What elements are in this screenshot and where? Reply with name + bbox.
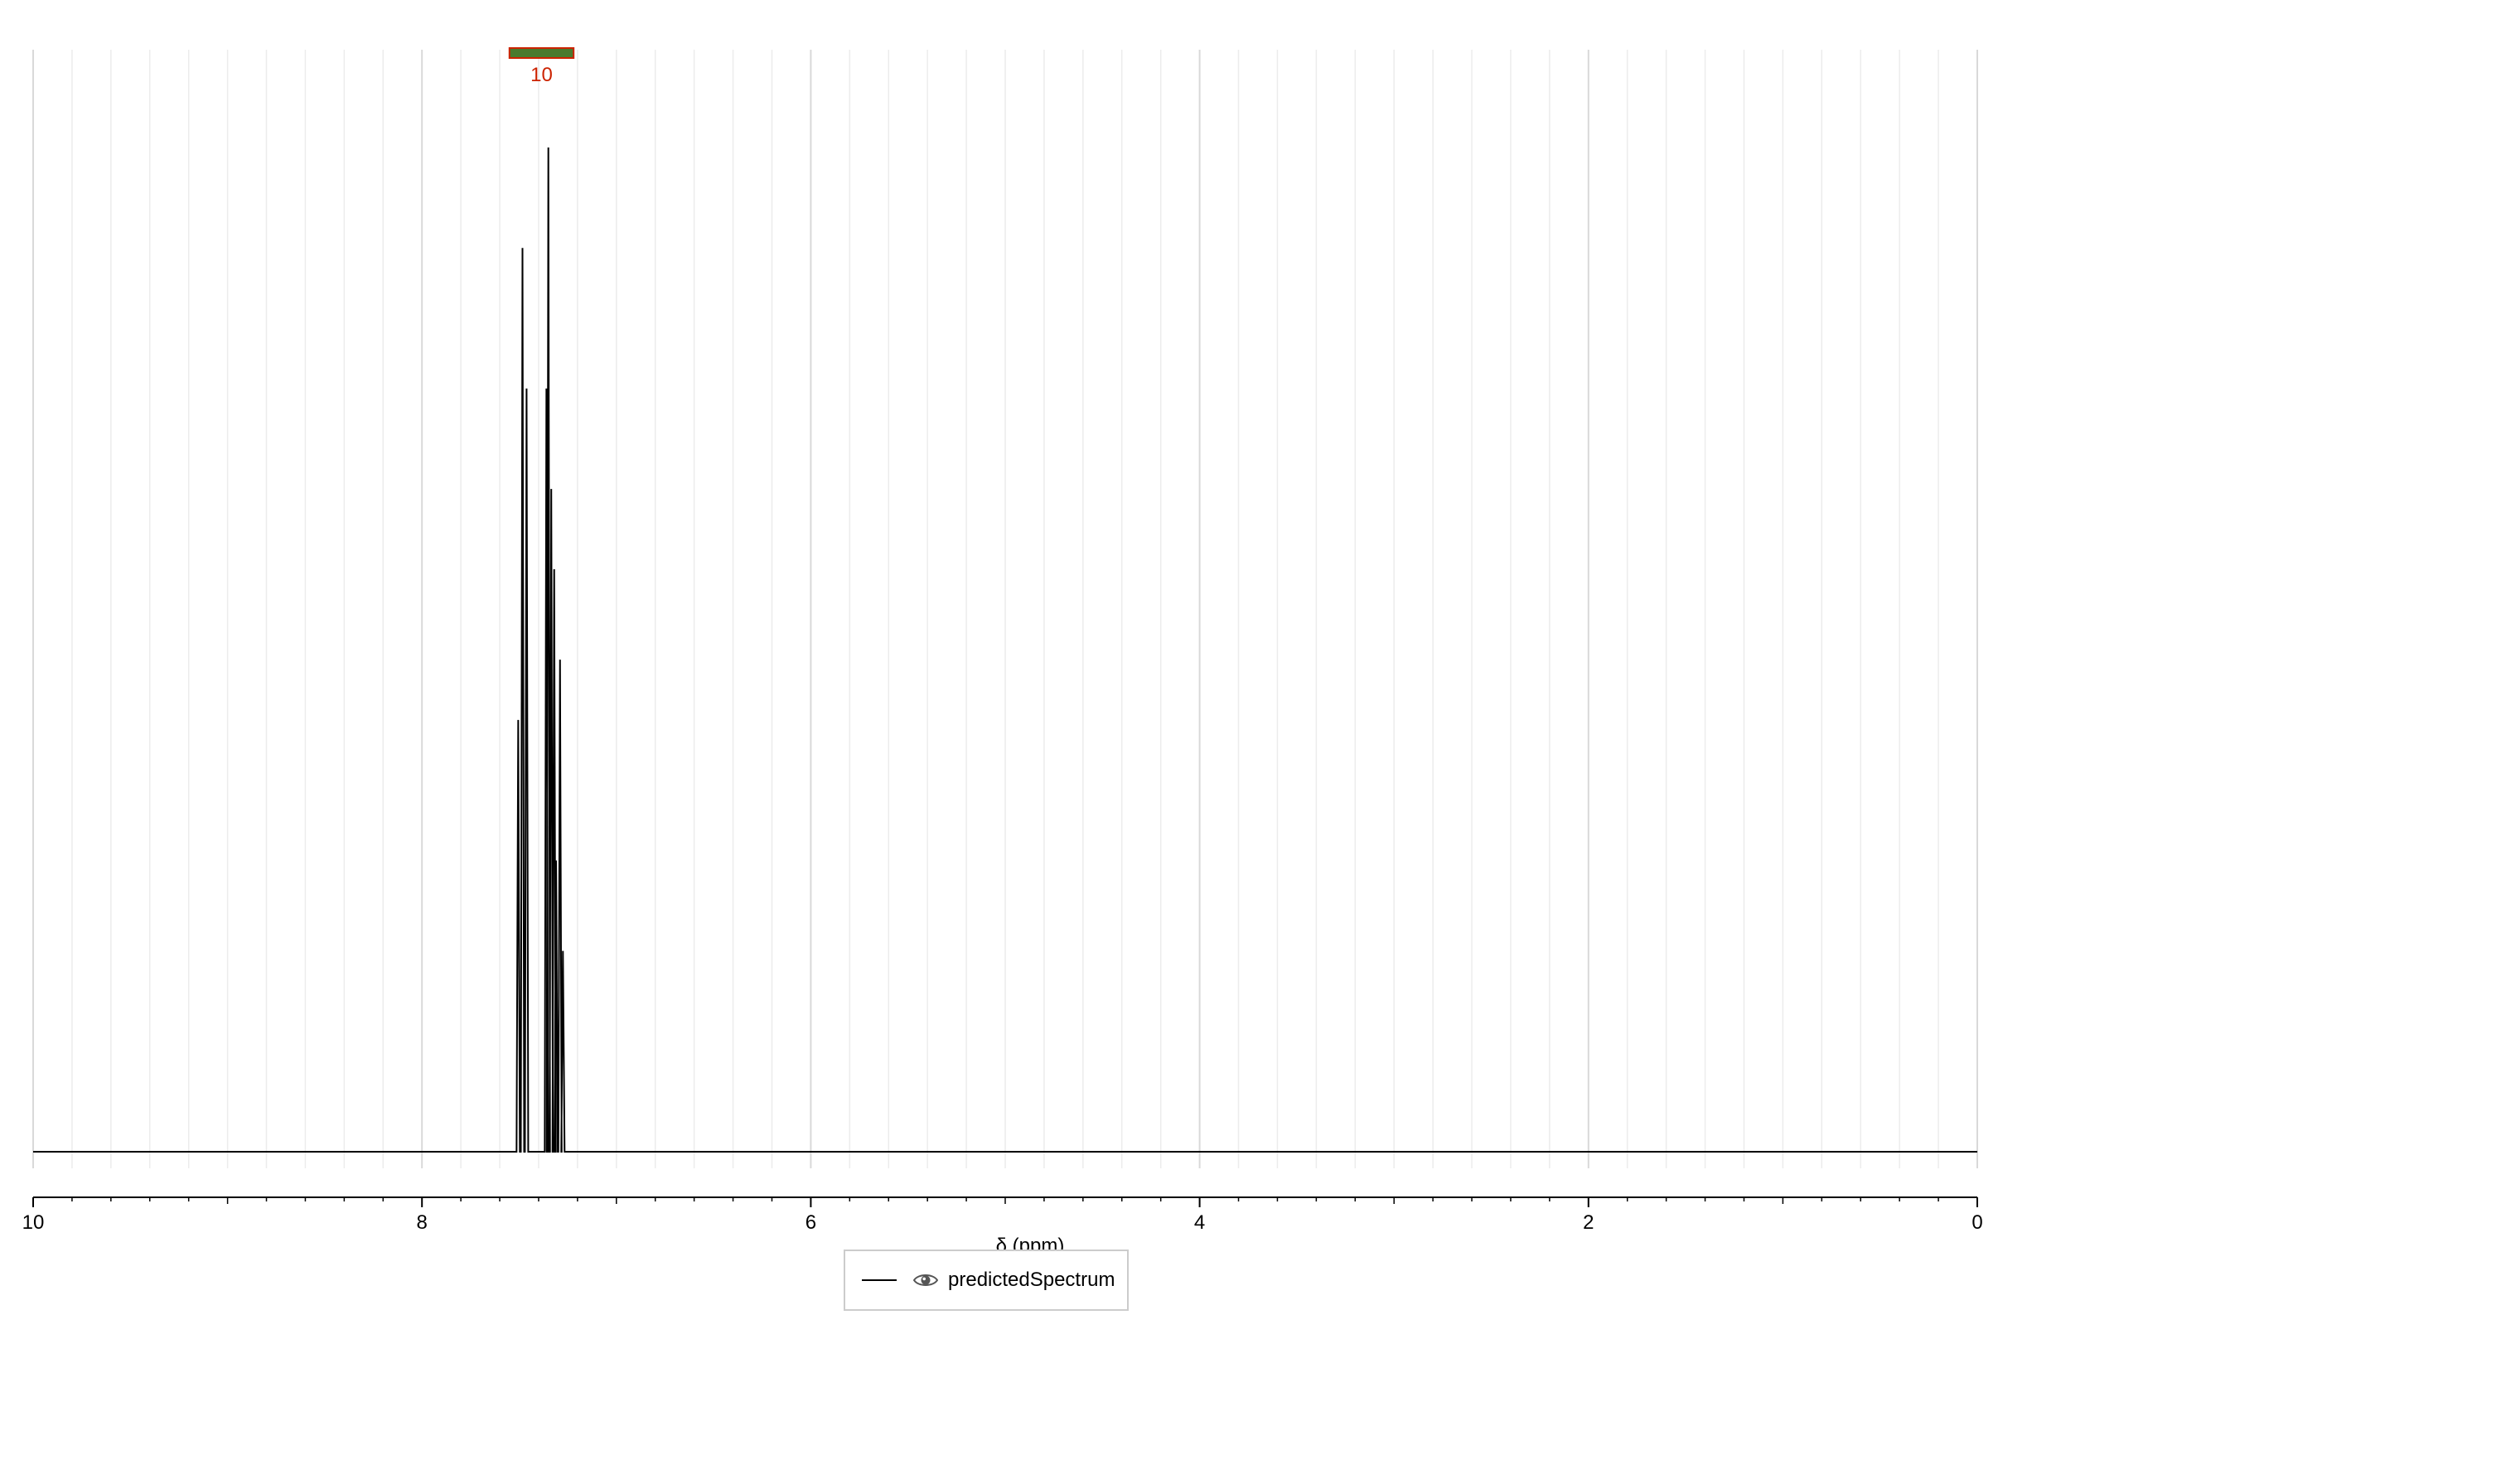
integral-label: 10 (530, 64, 553, 86)
x-tick-label: 2 (1583, 1211, 1594, 1234)
x-tick-label: 6 (806, 1211, 816, 1234)
legend-label-predicted-spectrum: predictedSpectrum (948, 1269, 1115, 1292)
integral-bar[interactable] (510, 48, 573, 58)
eye-icon[interactable] (913, 1268, 938, 1293)
grid (33, 50, 1977, 1168)
x-axis: 10 8 6 4 2 0 (22, 1197, 1983, 1234)
legend-line-swatch (862, 1279, 897, 1281)
x-tick-label: 8 (417, 1211, 428, 1234)
x-tick-label: 0 (1971, 1211, 1982, 1234)
legend: predictedSpectrum (844, 1250, 1129, 1311)
x-tick-label: 10 (22, 1211, 45, 1234)
x-tick-label: 4 (1194, 1211, 1205, 1234)
